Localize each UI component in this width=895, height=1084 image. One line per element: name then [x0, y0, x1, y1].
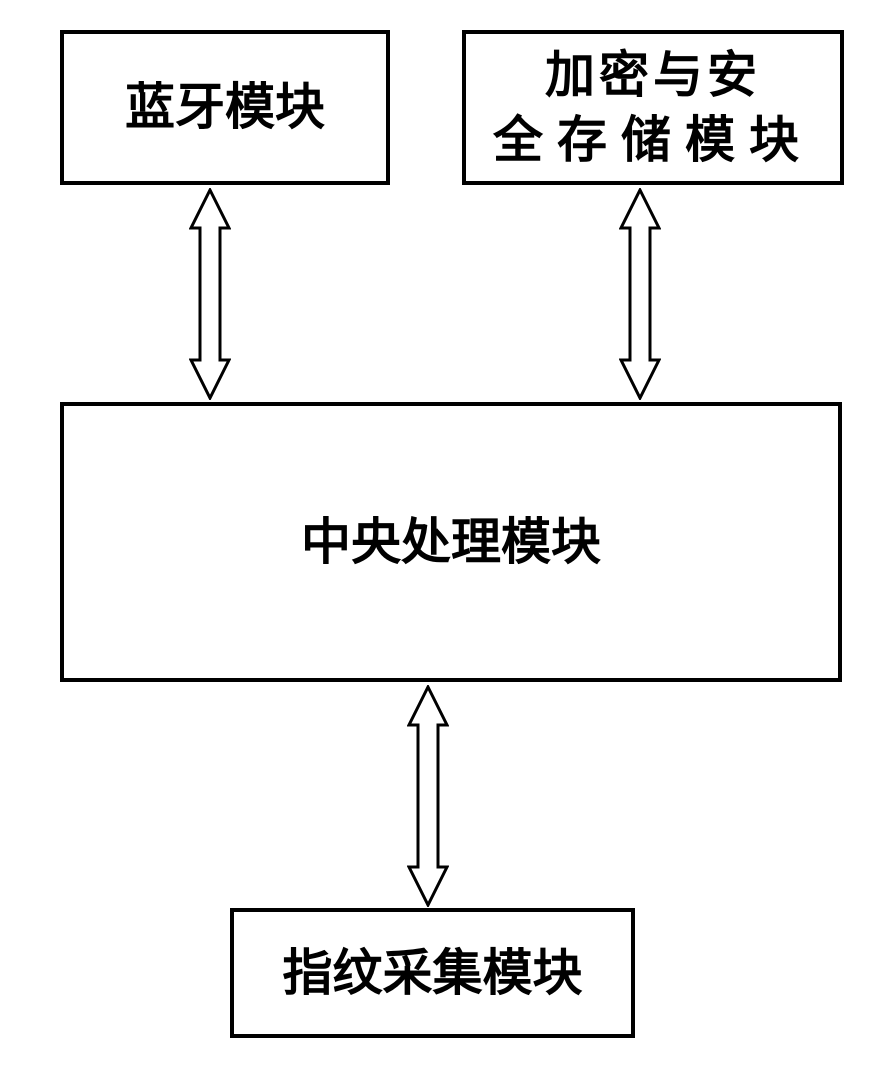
- cpu-module-box: 中央处理模块: [60, 402, 842, 682]
- fingerprint-label: 指纹采集模块: [283, 941, 583, 1006]
- arrow-encryption-cpu: [619, 188, 661, 400]
- arrow-bluetooth-cpu: [189, 188, 231, 400]
- encryption-label: 加密与安 全存储模块: [493, 43, 813, 173]
- bluetooth-module-box: 蓝牙模块: [60, 30, 390, 185]
- encryption-module-box: 加密与安 全存储模块: [462, 30, 844, 185]
- bluetooth-label: 蓝牙模块: [125, 75, 325, 140]
- cpu-label: 中央处理模块: [301, 510, 601, 575]
- fingerprint-module-box: 指纹采集模块: [230, 908, 635, 1038]
- arrow-cpu-fingerprint: [407, 685, 449, 907]
- encryption-label-line2: 全存储模块: [493, 108, 813, 173]
- encryption-label-line1: 加密与安: [493, 43, 813, 108]
